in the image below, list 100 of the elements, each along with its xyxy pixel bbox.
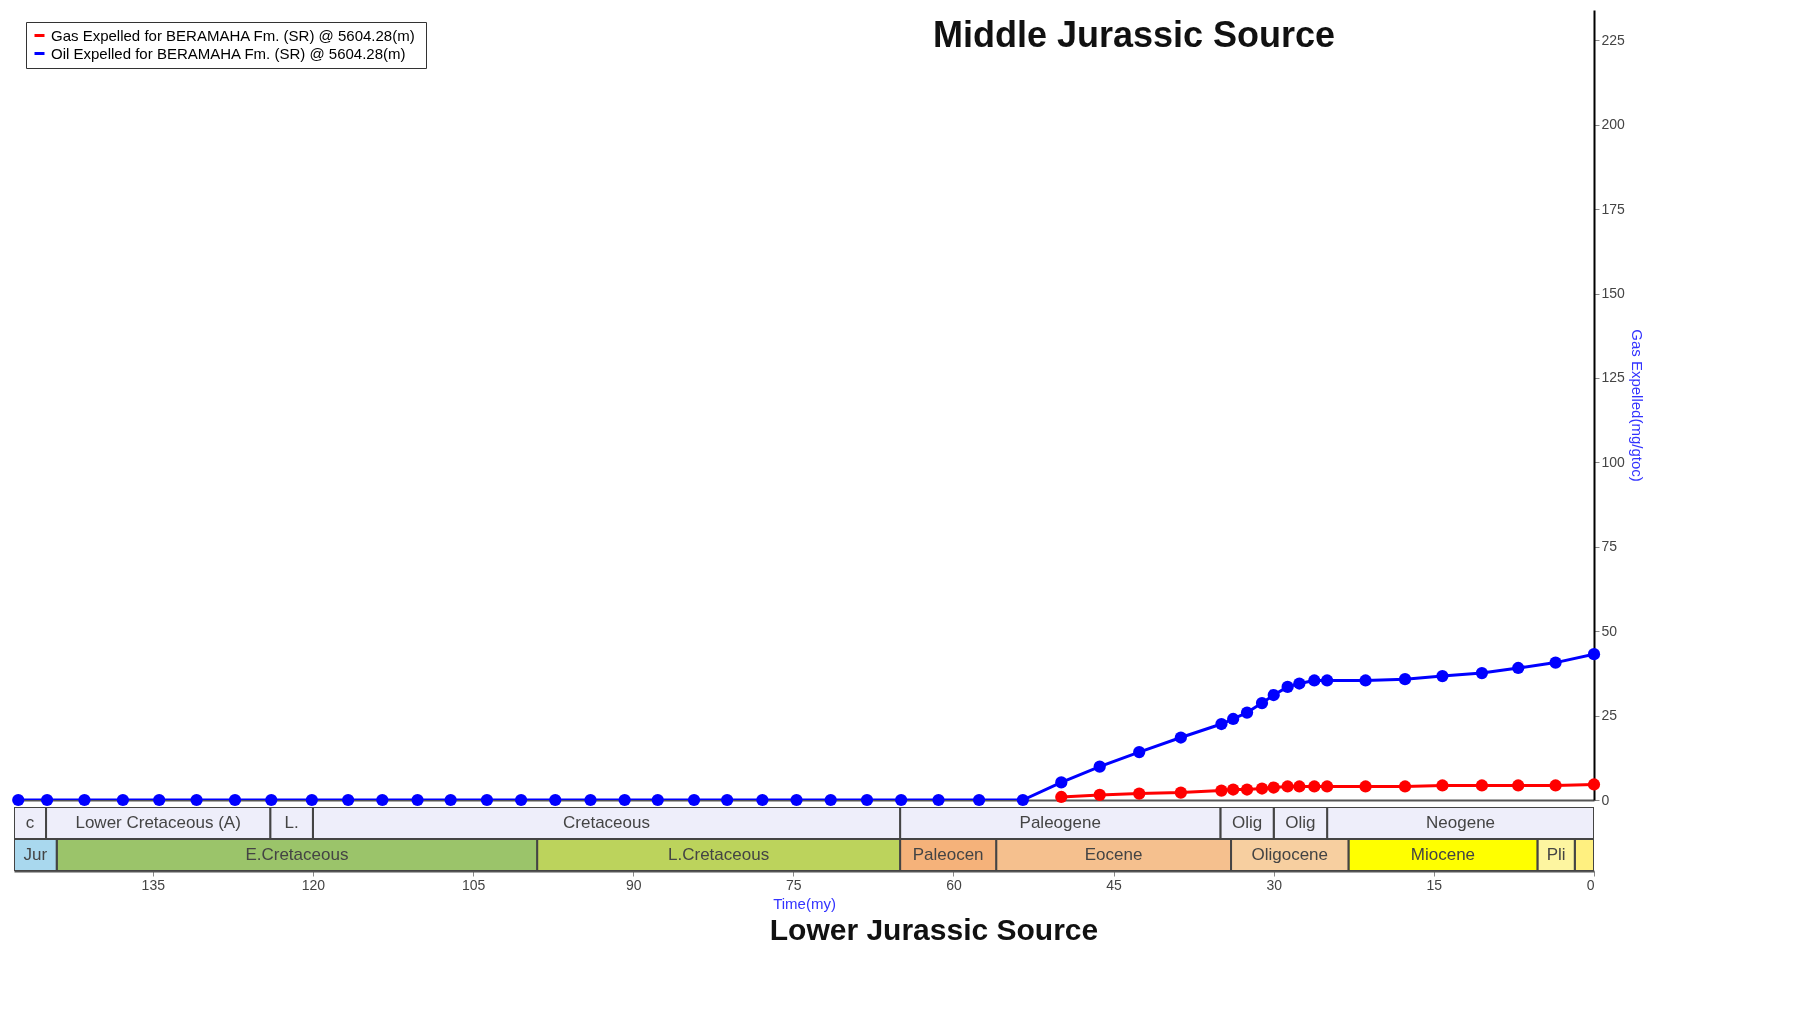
x-tick-label: 135 (141, 876, 166, 893)
point (824, 793, 837, 807)
series-label: Eocene (1084, 845, 1143, 864)
y-tick-label: 125 (1601, 369, 1626, 386)
legend-label: Gas Expelled for BERAMAHA Fm. (SR) @ 5604.28(m) (51, 26, 415, 44)
point (1293, 780, 1306, 793)
x-tick-label: 120 (301, 876, 326, 893)
series-label: Pli (1546, 845, 1566, 864)
point (1436, 779, 1449, 792)
point (12, 793, 25, 807)
point (1240, 706, 1254, 719)
point (972, 793, 986, 807)
point (1293, 677, 1306, 690)
series-label: E.Cretaceous (245, 845, 349, 864)
series-label: Miocene (1410, 845, 1476, 864)
text: Lower Jurassic Source (768, 913, 1100, 947)
point (190, 793, 203, 807)
point (1055, 790, 1068, 804)
point (1267, 688, 1280, 702)
point (1174, 731, 1187, 744)
point (1240, 783, 1254, 796)
x-tick-label: 15 (1426, 876, 1443, 893)
series-label: Neogene (1426, 813, 1496, 832)
point (1308, 780, 1321, 793)
y-tick-label: 0 (1601, 791, 1610, 808)
series-label: Jur (23, 845, 48, 864)
point (1587, 778, 1601, 791)
point (1398, 780, 1412, 793)
point (651, 793, 664, 807)
point (1133, 745, 1146, 759)
point (1227, 783, 1240, 796)
point (305, 793, 318, 807)
point (514, 793, 528, 807)
point (1215, 784, 1228, 797)
series-label: Lower Cretaceous (A) (75, 813, 241, 832)
series-label: Paleocen (912, 845, 984, 864)
point (1512, 661, 1525, 675)
point (1133, 787, 1146, 800)
series-label: c (25, 813, 35, 832)
x-tick-label: 45 (1106, 876, 1123, 893)
point (376, 793, 389, 807)
point (1255, 696, 1269, 710)
y-tick-label: 100 (1601, 453, 1626, 470)
point (1549, 779, 1562, 792)
point (153, 793, 166, 807)
point (40, 793, 54, 807)
point (1436, 669, 1449, 683)
point (1475, 779, 1489, 792)
y-axis-title: Gas Expelled(mg/gtoc) (1628, 329, 1646, 482)
point (584, 793, 597, 807)
point (1320, 780, 1334, 793)
point (932, 793, 945, 807)
x-tick-label: 75 (786, 876, 802, 893)
point (860, 793, 874, 807)
series-label: Cretaceous (563, 813, 650, 832)
point (1267, 781, 1280, 794)
point (1398, 673, 1412, 686)
point (618, 793, 631, 807)
point (1359, 780, 1372, 793)
point (1255, 782, 1269, 795)
point (1359, 674, 1372, 687)
x-tick-label: 30 (1266, 876, 1283, 893)
point (1227, 712, 1240, 726)
y-tick-label: 200 (1601, 116, 1626, 133)
y-tick-label: 25 (1601, 707, 1618, 724)
point (1281, 780, 1294, 793)
point (790, 793, 803, 807)
point (1587, 648, 1601, 661)
point (1016, 793, 1029, 807)
point (756, 793, 769, 807)
point (1281, 680, 1294, 694)
point (78, 793, 91, 807)
point (1174, 786, 1187, 799)
point (1093, 788, 1106, 802)
point (1320, 674, 1334, 687)
point (1093, 760, 1106, 773)
legend-label: Oil Expelled for BERAMAHA Fm. (SR) @ 5604.28(m) (51, 44, 406, 62)
series-label: Paleogene (1019, 813, 1101, 832)
point (549, 793, 562, 807)
point (116, 793, 130, 807)
x-tick-label: 60 (946, 876, 962, 893)
point (228, 793, 242, 807)
point (1475, 666, 1489, 680)
point (687, 793, 701, 807)
y-tick-label: 50 (1601, 622, 1618, 639)
series-label: Oligocene (1251, 845, 1329, 864)
point (1549, 656, 1562, 669)
point (411, 793, 424, 807)
point (1215, 717, 1228, 731)
point (342, 793, 355, 807)
x-tick-label: 90 (625, 876, 642, 893)
point (480, 793, 494, 807)
point (1308, 674, 1321, 687)
point (1055, 776, 1068, 789)
series-label: L.Cretaceous (668, 845, 770, 864)
x-tick-label: 0 (1586, 876, 1595, 893)
point (265, 793, 278, 807)
series-label: L. (284, 813, 299, 832)
x-tick-label: 105 (461, 876, 486, 893)
y-tick-label: 150 (1601, 285, 1626, 302)
